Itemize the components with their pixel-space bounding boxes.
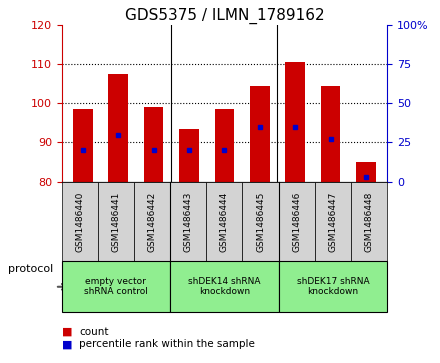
Text: GSM1486448: GSM1486448	[365, 191, 374, 252]
Text: empty vector
shRNA control: empty vector shRNA control	[84, 277, 148, 297]
Text: GSM1486443: GSM1486443	[184, 191, 193, 252]
Text: ■: ■	[62, 327, 72, 337]
Title: GDS5375 / ILMN_1789162: GDS5375 / ILMN_1789162	[125, 8, 324, 24]
Text: protocol: protocol	[7, 264, 53, 274]
Text: shDEK17 shRNA
knockdown: shDEK17 shRNA knockdown	[297, 277, 369, 297]
Text: percentile rank within the sample: percentile rank within the sample	[79, 339, 255, 350]
Bar	[321, 86, 340, 182]
Bar	[73, 109, 92, 182]
Bar	[356, 162, 376, 182]
Text: GSM1486442: GSM1486442	[147, 191, 157, 252]
Bar	[215, 109, 234, 182]
Text: GSM1486447: GSM1486447	[328, 191, 337, 252]
Bar	[109, 74, 128, 182]
Bar	[286, 62, 305, 182]
Bar	[250, 86, 270, 182]
Text: count: count	[79, 327, 109, 337]
Text: GSM1486441: GSM1486441	[111, 191, 121, 252]
Bar	[179, 129, 199, 182]
Text: GSM1486440: GSM1486440	[75, 191, 84, 252]
Text: GSM1486444: GSM1486444	[220, 191, 229, 252]
Bar	[144, 107, 163, 182]
Text: ■: ■	[62, 339, 72, 350]
Text: GSM1486446: GSM1486446	[292, 191, 301, 252]
Text: GSM1486445: GSM1486445	[256, 191, 265, 252]
Text: shDEK14 shRNA
knockdown: shDEK14 shRNA knockdown	[188, 277, 260, 297]
